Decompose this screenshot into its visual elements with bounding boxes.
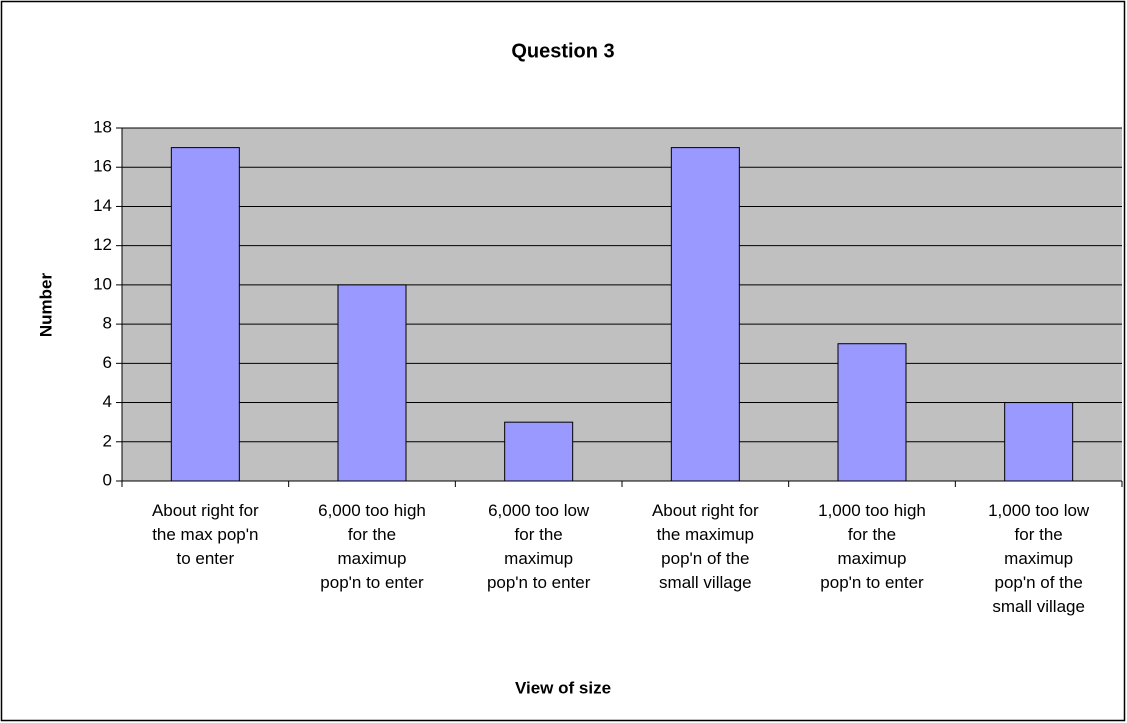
y-tick-label: 14 <box>93 196 112 215</box>
bar <box>337 284 407 482</box>
x-axis-label: View of size <box>515 678 611 697</box>
y-tick-label: 12 <box>93 235 112 254</box>
bar <box>1004 402 1074 482</box>
y-tick-label: 10 <box>93 274 112 293</box>
y-tick-label: 0 <box>103 470 112 489</box>
y-tick-label: 18 <box>93 117 112 136</box>
x-tick-label: 6,000 too high for the maximup pop'n to … <box>318 501 426 592</box>
y-tick-label: 4 <box>103 392 112 411</box>
bar <box>670 147 740 482</box>
bar <box>170 147 240 482</box>
bar <box>837 343 907 482</box>
y-tick-label: 16 <box>93 157 112 176</box>
plot-area <box>122 128 1122 481</box>
chart-title: Question 3 <box>511 40 614 62</box>
x-tick-label: About right for the maximup pop'n of the… <box>651 501 759 592</box>
y-tick-label: 6 <box>103 353 112 372</box>
bar <box>504 421 574 482</box>
y-axis-label: Number <box>36 273 55 338</box>
x-tick-label: 1,000 too low for the maximup pop'n of t… <box>988 501 1090 616</box>
x-tick-label: 6,000 too low for the maximup pop'n to e… <box>486 501 591 592</box>
x-tick-label: About right for the max pop'n to enter <box>151 501 259 568</box>
x-tick-label: 1,000 too high for the maximup pop'n to … <box>818 501 926 592</box>
y-tick-label: 8 <box>103 314 112 333</box>
y-tick-label: 2 <box>103 431 112 450</box>
